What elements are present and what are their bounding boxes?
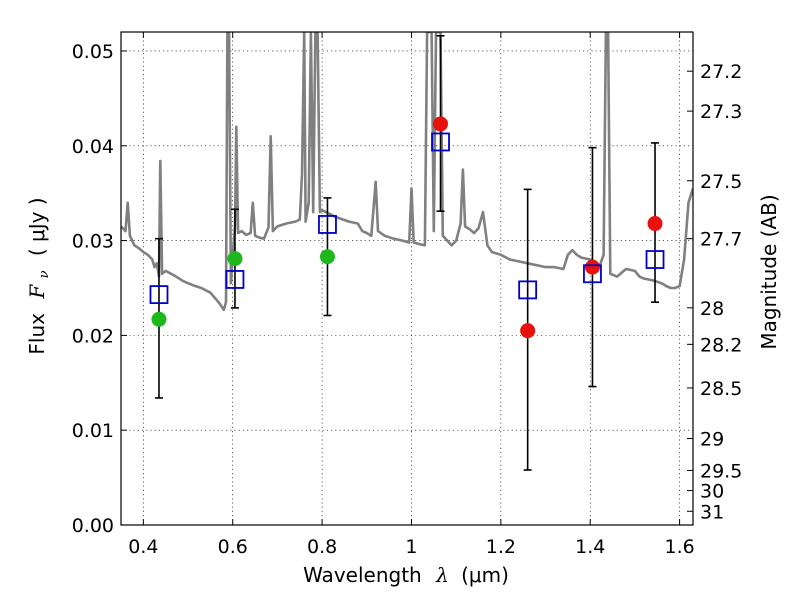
model-photometry-point bbox=[318, 215, 337, 234]
magnitude-tick-label: 29.5 bbox=[700, 460, 742, 482]
y-tick-label: 0.03 bbox=[72, 231, 114, 253]
model-spectrum-line bbox=[121, 32, 693, 312]
y-tick-label: 0.01 bbox=[72, 420, 114, 442]
x-tick-label: 1 bbox=[405, 536, 417, 558]
y-tick-label: 0.04 bbox=[72, 136, 114, 158]
x-axis-label-text: Wavelength bbox=[303, 563, 422, 587]
observed-point bbox=[584, 259, 600, 275]
y-tick-label: 0.00 bbox=[72, 515, 114, 537]
y-axis-label-text: Flux bbox=[25, 313, 49, 355]
model-photometry-point bbox=[645, 250, 665, 269]
magnitude-tick-label: 28.2 bbox=[700, 334, 742, 356]
grid-lines bbox=[121, 32, 693, 526]
y-axis-label: Flux F ν ( μJy ) bbox=[25, 197, 53, 354]
model-photometry-point bbox=[225, 270, 245, 289]
observed-point bbox=[319, 249, 335, 265]
data-points-layer bbox=[149, 34, 665, 471]
model-spectrum-layer bbox=[121, 32, 693, 312]
x-axis-label-symbol: λ bbox=[435, 563, 449, 587]
x-tick-label: 1.2 bbox=[486, 536, 516, 558]
x-axis-label: Wavelength λ (μm) bbox=[303, 563, 509, 587]
magnitude-tick-label: 27.2 bbox=[700, 61, 742, 83]
observed-point bbox=[433, 116, 449, 132]
x-tick-label: 1.6 bbox=[664, 536, 694, 558]
y-axis-label-unit: ( μJy ) bbox=[25, 197, 49, 256]
model-photometry-point bbox=[583, 264, 602, 284]
x-tick-label: 1.4 bbox=[575, 536, 605, 558]
magnitude-tick-label: 27.7 bbox=[700, 229, 742, 251]
magnitude-tick-label: 30 bbox=[700, 481, 724, 503]
observed-point bbox=[647, 216, 663, 232]
model-photometry-point bbox=[431, 132, 450, 152]
plot-frame bbox=[120, 31, 694, 526]
y-axis-label-symbol: F bbox=[25, 284, 49, 300]
magnitude-tick-label: 27.3 bbox=[700, 101, 742, 123]
magnitude-axis-label: Magnitude (AB) bbox=[757, 194, 781, 349]
y-tick-label: 0.02 bbox=[72, 325, 114, 347]
y-axis-label-subscript: ν bbox=[37, 270, 52, 278]
x-tick-label: 0.8 bbox=[307, 536, 337, 558]
x-tick-label: 0.6 bbox=[218, 536, 248, 558]
magnitude-tick-label: 28.5 bbox=[700, 378, 742, 400]
model-photometry-point bbox=[518, 280, 538, 300]
magnitude-tick-label: 28 bbox=[700, 298, 724, 320]
observed-point bbox=[520, 323, 536, 339]
model-photometry-point bbox=[149, 285, 169, 305]
x-axis-label-unit: (μm) bbox=[461, 563, 509, 587]
x-tick-label: 0.4 bbox=[128, 536, 158, 558]
y-tick-label: 0.05 bbox=[72, 41, 114, 63]
magnitude-tick-label: 31 bbox=[700, 501, 724, 523]
axis-ticks: 0.4 0.6 0.8 1 1.2 1.4 1.6 0.00 0.01 0.02 0.03 0.04 0… bbox=[72, 32, 742, 558]
magnitude-tick-label: 27.5 bbox=[700, 171, 742, 193]
observed-point bbox=[151, 311, 167, 327]
magnitude-tick-label: 29 bbox=[700, 429, 724, 451]
observed-point bbox=[227, 251, 243, 267]
